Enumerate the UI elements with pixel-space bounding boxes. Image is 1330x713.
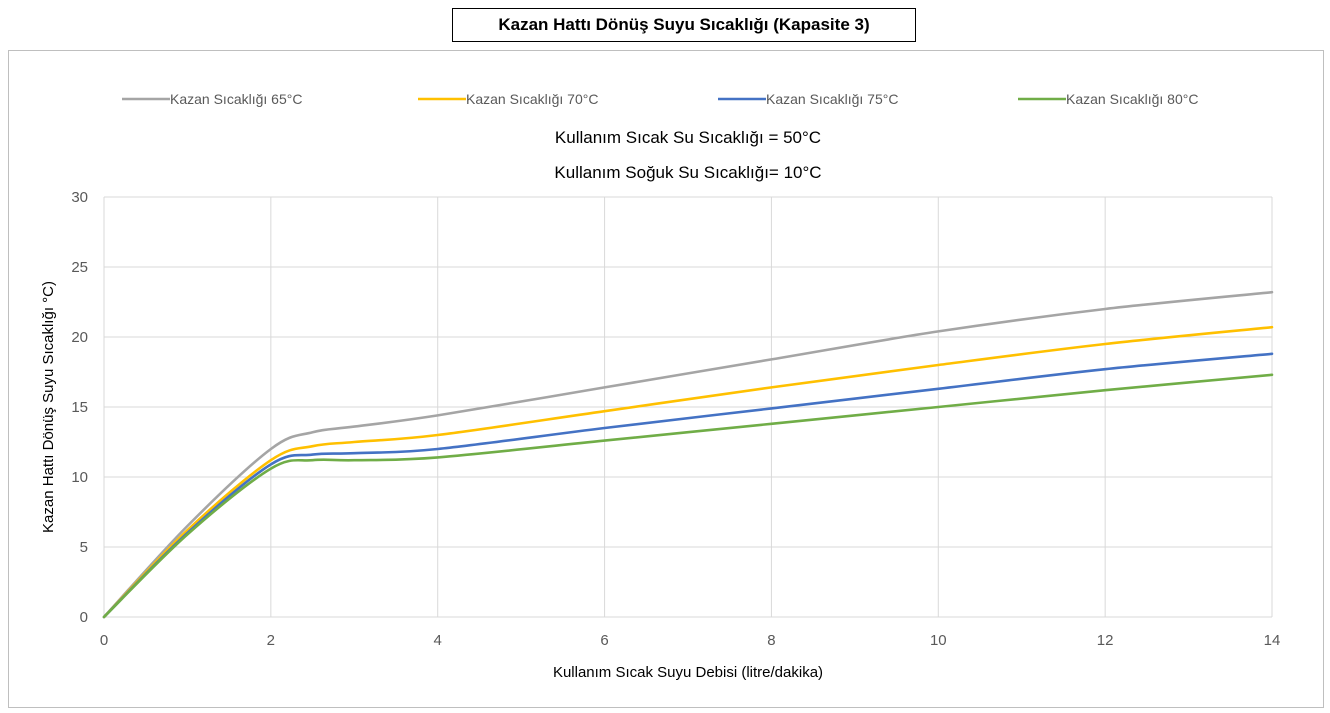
x-axis-ticks: 0 2 4 6 8 10 12 14 — [100, 632, 1281, 649]
y-tick-label: 20 — [71, 329, 88, 346]
y-axis-label: Kazan Hattı Dönüş Suyu Sıcaklığı °C) — [40, 281, 57, 533]
legend-label: Kazan Sıcaklığı 65°C — [170, 91, 302, 107]
subtitle-line-1: Kullanım Sıcak Su Sıcaklığı = 50°C — [555, 128, 821, 147]
x-tick-label: 14 — [1264, 632, 1281, 649]
series-line-2 — [102, 325, 1274, 619]
chart-title: Kazan Hattı Dönüş Suyu Sıcaklığı (Kapasi… — [452, 8, 916, 42]
series-line-3 — [102, 352, 1274, 619]
y-tick-label: 5 — [80, 539, 88, 556]
legend-label: Kazan Sıcaklığı 80°C — [1066, 91, 1198, 107]
x-tick-label: 4 — [434, 632, 442, 649]
series-line-1 — [102, 290, 1274, 619]
x-tick-label: 6 — [600, 632, 608, 649]
x-axis-label: Kullanım Sıcak Suyu Debisi (litre/dakika… — [553, 664, 823, 681]
series-line-4 — [102, 373, 1274, 619]
y-tick-label: 10 — [71, 469, 88, 486]
x-tick-label: 10 — [930, 632, 947, 649]
x-tick-label: 0 — [100, 632, 108, 649]
y-tick-label: 25 — [71, 259, 88, 276]
y-tick-label: 30 — [71, 189, 88, 206]
y-tick-label: 15 — [71, 399, 88, 416]
legend-label: Kazan Sıcaklığı 75°C — [766, 91, 898, 107]
legend-label: Kazan Sıcaklığı 70°C — [466, 91, 598, 107]
x-tick-label: 8 — [767, 632, 775, 649]
gridlines — [103, 196, 1273, 618]
x-tick-label: 12 — [1097, 632, 1114, 649]
y-tick-label: 0 — [80, 609, 88, 626]
x-tick-label: 2 — [267, 632, 275, 649]
series-lines — [102, 290, 1274, 619]
subtitle-line-2: Kullanım Soğuk Su Sıcaklığı= 10°C — [554, 163, 821, 182]
y-axis-ticks: 0 5 10 15 20 25 30 — [71, 189, 88, 626]
legend: Kazan Sıcaklığı 65°C Kazan Sıcaklığı 70°C… — [122, 91, 1198, 107]
